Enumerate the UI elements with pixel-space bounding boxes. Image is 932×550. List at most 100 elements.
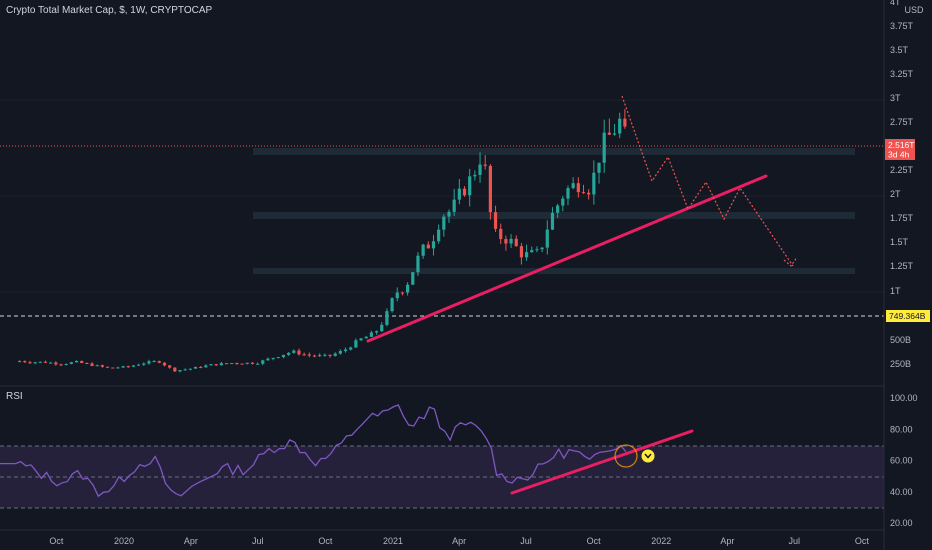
time-axis-label: Apr bbox=[184, 536, 198, 546]
candle-body bbox=[157, 361, 161, 363]
candle-body bbox=[509, 238, 513, 244]
candle-body bbox=[338, 351, 342, 354]
candle-body bbox=[514, 238, 518, 247]
current-price-countdown: 3d 4h bbox=[888, 150, 910, 160]
price-gridlines bbox=[0, 99, 884, 293]
time-axis-label: Oct bbox=[587, 536, 602, 546]
candle-body bbox=[261, 360, 265, 364]
time-axis-labels[interactable]: Oct 2020 Apr Jul Oct 2021 Apr Jul Oct 2022 Apr Jul O… bbox=[49, 536, 869, 546]
price-axis-panel[interactable] bbox=[884, 0, 932, 550]
candle-body bbox=[452, 199, 456, 212]
candle-body bbox=[354, 340, 358, 348]
candle-body bbox=[142, 363, 146, 365]
candle-body bbox=[473, 174, 477, 177]
candles-group bbox=[18, 109, 627, 373]
candle-body bbox=[266, 358, 270, 361]
time-axis-label: 2020 bbox=[114, 536, 134, 546]
candle-body bbox=[224, 363, 229, 365]
candle-body bbox=[116, 367, 120, 369]
candle-body bbox=[447, 211, 451, 217]
candle-body bbox=[131, 365, 136, 367]
support-zone-upper[interactable] bbox=[253, 148, 855, 155]
price-axis-label: 1.5T bbox=[890, 237, 909, 247]
main-trendline[interactable] bbox=[366, 174, 768, 343]
time-axis-label: Jul bbox=[252, 536, 264, 546]
rsi-gridlines bbox=[0, 445, 884, 509]
candle-body bbox=[478, 164, 482, 175]
candle-body bbox=[64, 364, 68, 366]
projection-arrowhead bbox=[783, 256, 798, 267]
candle-body bbox=[323, 354, 327, 356]
candle-body bbox=[416, 255, 420, 273]
candle-body bbox=[364, 336, 368, 339]
candle-body bbox=[390, 298, 394, 312]
candle-body bbox=[535, 249, 539, 251]
candle-body bbox=[43, 361, 48, 363]
candle-body bbox=[235, 363, 239, 365]
chart-title[interactable]: Crypto Total Market Cap, $, 1W, CRYPTOCA… bbox=[6, 5, 213, 16]
candle-body bbox=[499, 228, 503, 240]
price-axis-label: 1.25T bbox=[890, 261, 914, 271]
candle-body bbox=[328, 354, 332, 356]
candle-body bbox=[90, 363, 94, 366]
rsi-axis-label: 20.00 bbox=[890, 518, 913, 528]
candle-body bbox=[421, 244, 425, 256]
candle-body bbox=[550, 212, 555, 230]
time-axis-label: Apr bbox=[720, 536, 734, 546]
rsi-axis-label: 60.00 bbox=[890, 456, 913, 466]
time-axis-label: Jul bbox=[789, 536, 801, 546]
candle-body bbox=[623, 118, 627, 127]
price-axis-label: 2.25T bbox=[890, 165, 914, 175]
candle-body bbox=[524, 252, 529, 258]
currency-label[interactable]: USD bbox=[904, 5, 924, 15]
candle-body bbox=[214, 364, 218, 366]
candle-body bbox=[287, 352, 291, 355]
candle-body bbox=[85, 362, 89, 364]
marked-level-value: 749.364B bbox=[889, 311, 926, 321]
price-axis-label: 2.75T bbox=[890, 117, 914, 127]
candle-body bbox=[504, 239, 508, 244]
candle-body bbox=[240, 363, 244, 365]
candle-body bbox=[581, 192, 586, 194]
candle-body bbox=[297, 350, 301, 355]
candle-body bbox=[406, 284, 410, 293]
candle-body bbox=[49, 362, 53, 364]
candle-body bbox=[137, 364, 141, 366]
candle-body bbox=[374, 331, 379, 333]
candle-body bbox=[111, 367, 115, 369]
candle-body bbox=[276, 357, 280, 359]
candle-body bbox=[333, 353, 337, 356]
candle-body bbox=[74, 361, 79, 363]
rsi-line[interactable] bbox=[0, 404, 627, 498]
candle-body bbox=[255, 363, 260, 365]
candle-body bbox=[426, 244, 430, 249]
candle-body bbox=[493, 212, 498, 229]
candle-body bbox=[483, 164, 487, 166]
price-axis-label: 500B bbox=[890, 335, 911, 345]
candle-body bbox=[442, 216, 446, 230]
candle-body bbox=[38, 361, 42, 363]
candle-body bbox=[230, 363, 234, 365]
candle-body bbox=[607, 132, 611, 135]
price-projection-path[interactable] bbox=[621, 95, 794, 267]
rsi-indicator-label[interactable]: RSI bbox=[6, 391, 23, 402]
current-price-value: 2.516T bbox=[888, 140, 914, 150]
candle-body bbox=[33, 362, 37, 364]
candle-body bbox=[540, 247, 544, 250]
rsi-highlight-circle[interactable] bbox=[614, 444, 638, 468]
support-zone-lower[interactable] bbox=[253, 268, 855, 274]
candle-body bbox=[592, 172, 596, 195]
rsi-chevron-down-icon[interactable] bbox=[641, 449, 655, 463]
candle-body bbox=[173, 367, 177, 372]
candle-body bbox=[69, 362, 73, 365]
candle-body bbox=[209, 364, 213, 366]
candle-body bbox=[121, 366, 125, 368]
candle-body bbox=[545, 229, 549, 248]
rsi-trendline[interactable] bbox=[510, 429, 694, 495]
candle-body bbox=[468, 176, 472, 196]
marked-level-badge: 749.364B bbox=[886, 310, 930, 322]
candle-body bbox=[147, 361, 151, 364]
price-axis-label: 250B bbox=[890, 359, 911, 369]
candle-body bbox=[292, 350, 296, 353]
